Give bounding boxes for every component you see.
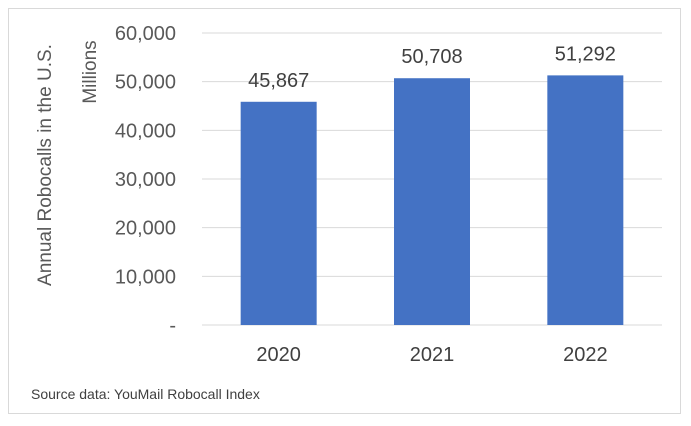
y-axis-tick-labels: - 10,000 20,000 30,000 40,000 50,000 60,000	[115, 23, 176, 337]
y-tick-label: 50,000	[115, 72, 176, 94]
bar-2020	[240, 101, 317, 325]
x-tick-label-2021: 2021	[410, 344, 455, 366]
x-tick-label-2022: 2022	[563, 344, 608, 366]
source-note: Source data: YouMail Robocall Index	[31, 386, 260, 402]
y-tick-label: 40,000	[115, 120, 176, 142]
x-tick-label-2020: 2020	[256, 344, 301, 366]
data-label-2020: 45,867	[248, 70, 309, 92]
y-tick-label: 60,000	[115, 23, 176, 45]
x-axis-tick-labels: 2020 2021 2022	[256, 344, 607, 366]
y-tick-label: 10,000	[115, 266, 176, 288]
y-tick-label: -	[169, 315, 176, 337]
data-label-2021: 50,708	[401, 46, 462, 68]
bars	[240, 75, 624, 325]
y-axis-title: Annual Robocalls in the U.S.	[35, 44, 56, 286]
bar-2021	[394, 78, 470, 325]
y-tick-label: 20,000	[115, 218, 176, 240]
y-axis-unit: Millions	[80, 40, 101, 103]
bar-2022	[547, 75, 624, 325]
data-labels: 45,867 50,708 51,292	[248, 43, 616, 91]
data-label-2022: 51,292	[555, 43, 616, 65]
y-tick-label: 30,000	[115, 169, 176, 191]
